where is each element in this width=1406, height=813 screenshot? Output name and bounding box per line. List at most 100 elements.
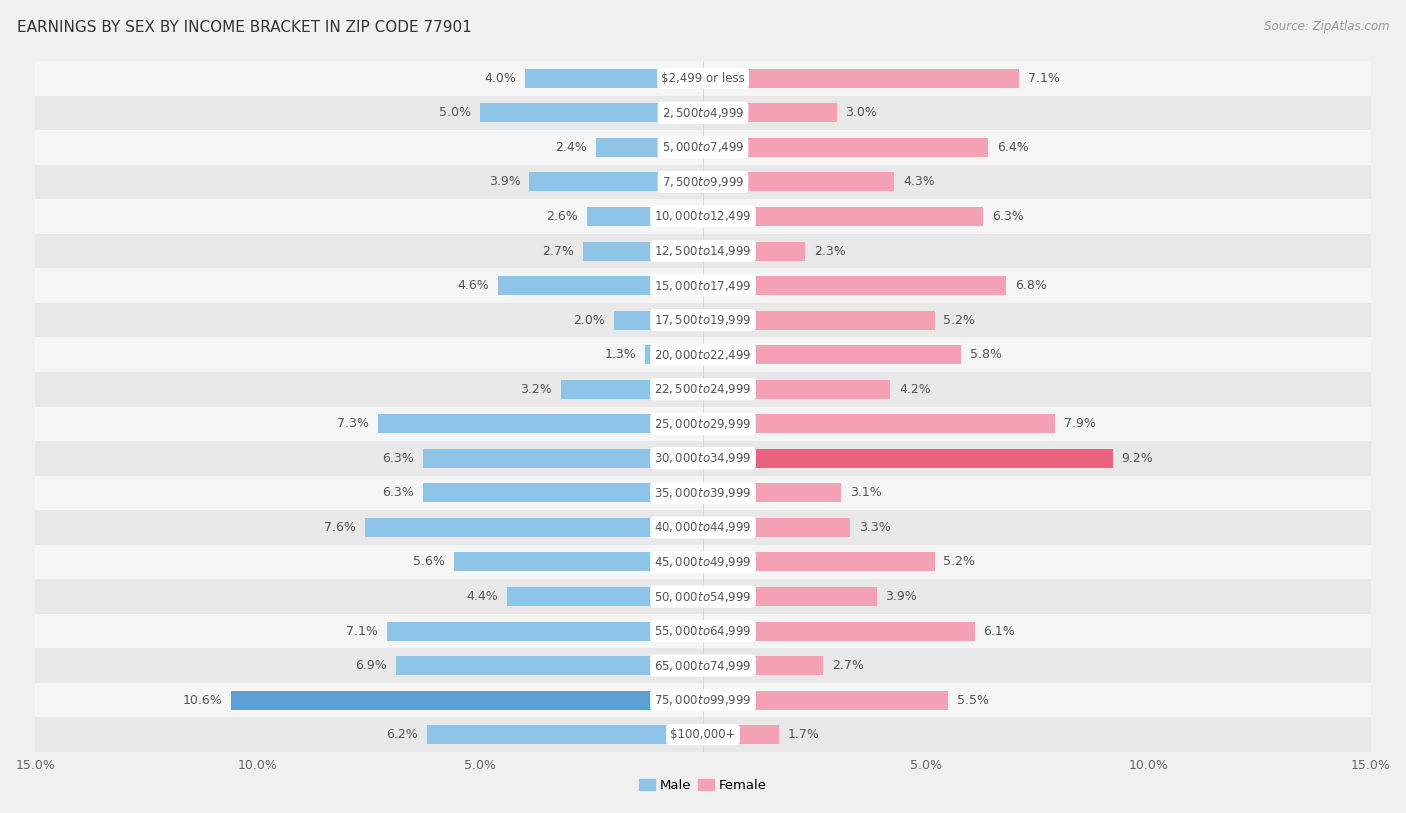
Text: 2.7%: 2.7% xyxy=(832,659,865,672)
Bar xyxy=(703,622,974,641)
Text: $75,000 to $99,999: $75,000 to $99,999 xyxy=(654,693,752,707)
Text: 7.1%: 7.1% xyxy=(1028,72,1060,85)
Bar xyxy=(703,69,1019,88)
Text: 5.8%: 5.8% xyxy=(970,348,1002,361)
Text: 6.3%: 6.3% xyxy=(382,486,413,499)
Bar xyxy=(703,241,806,260)
Bar xyxy=(35,614,1371,649)
Text: $2,500 to $4,999: $2,500 to $4,999 xyxy=(662,106,744,120)
Bar xyxy=(387,622,703,641)
Bar xyxy=(703,587,877,606)
Text: 7.9%: 7.9% xyxy=(1063,417,1095,430)
Bar xyxy=(524,69,703,88)
Text: 3.9%: 3.9% xyxy=(489,176,520,189)
Bar xyxy=(422,484,703,502)
Text: 5.0%: 5.0% xyxy=(440,107,471,120)
Text: $15,000 to $17,499: $15,000 to $17,499 xyxy=(654,279,752,293)
Bar xyxy=(35,441,1371,476)
Bar xyxy=(703,103,837,122)
Text: 2.0%: 2.0% xyxy=(574,314,605,327)
Text: 2.3%: 2.3% xyxy=(814,245,846,258)
Bar xyxy=(588,207,703,226)
Bar xyxy=(703,449,1112,467)
Bar xyxy=(35,545,1371,580)
Text: $22,500 to $24,999: $22,500 to $24,999 xyxy=(654,382,752,396)
Bar xyxy=(35,303,1371,337)
Text: $25,000 to $29,999: $25,000 to $29,999 xyxy=(654,417,752,431)
Text: EARNINGS BY SEX BY INCOME BRACKET IN ZIP CODE 77901: EARNINGS BY SEX BY INCOME BRACKET IN ZIP… xyxy=(17,20,471,35)
Bar xyxy=(422,449,703,467)
Text: 2.7%: 2.7% xyxy=(541,245,574,258)
Bar xyxy=(231,691,703,710)
Bar xyxy=(614,311,703,329)
Legend: Male, Female: Male, Female xyxy=(634,774,772,798)
Bar xyxy=(35,130,1371,164)
Text: 5.2%: 5.2% xyxy=(943,555,976,568)
Bar xyxy=(703,172,894,191)
Bar xyxy=(703,518,849,537)
Bar xyxy=(35,164,1371,199)
Text: 4.2%: 4.2% xyxy=(898,383,931,396)
Text: 4.6%: 4.6% xyxy=(457,279,489,292)
Text: $50,000 to $54,999: $50,000 to $54,999 xyxy=(654,589,752,603)
Text: $5,000 to $7,499: $5,000 to $7,499 xyxy=(662,141,744,154)
Bar xyxy=(35,372,1371,406)
Bar xyxy=(703,656,823,675)
Text: 1.3%: 1.3% xyxy=(605,348,636,361)
Text: 9.2%: 9.2% xyxy=(1122,452,1153,465)
Text: 2.6%: 2.6% xyxy=(547,210,578,223)
Text: 6.8%: 6.8% xyxy=(1015,279,1046,292)
Text: 7.6%: 7.6% xyxy=(323,521,356,534)
Text: 10.6%: 10.6% xyxy=(183,693,222,706)
Text: $2,499 or less: $2,499 or less xyxy=(661,72,745,85)
Text: 3.9%: 3.9% xyxy=(886,590,917,603)
Bar xyxy=(498,276,703,295)
Text: 4.0%: 4.0% xyxy=(484,72,516,85)
Text: 3.2%: 3.2% xyxy=(520,383,551,396)
Bar xyxy=(508,587,703,606)
Text: 7.3%: 7.3% xyxy=(337,417,368,430)
Bar xyxy=(35,96,1371,130)
Text: $30,000 to $34,999: $30,000 to $34,999 xyxy=(654,451,752,465)
Text: 4.3%: 4.3% xyxy=(903,176,935,189)
Bar xyxy=(427,725,703,744)
Bar xyxy=(35,337,1371,372)
Bar xyxy=(35,580,1371,614)
Text: $7,500 to $9,999: $7,500 to $9,999 xyxy=(662,175,744,189)
Text: $65,000 to $74,999: $65,000 to $74,999 xyxy=(654,659,752,672)
Text: $45,000 to $49,999: $45,000 to $49,999 xyxy=(654,555,752,569)
Bar xyxy=(703,725,779,744)
Text: 1.7%: 1.7% xyxy=(787,728,820,741)
Bar xyxy=(645,346,703,364)
Bar xyxy=(529,172,703,191)
Text: 6.2%: 6.2% xyxy=(387,728,418,741)
Bar xyxy=(703,207,983,226)
Text: Source: ZipAtlas.com: Source: ZipAtlas.com xyxy=(1264,20,1389,33)
Bar xyxy=(396,656,703,675)
Bar xyxy=(35,406,1371,441)
Bar xyxy=(35,234,1371,268)
Text: 6.4%: 6.4% xyxy=(997,141,1029,154)
Bar xyxy=(35,476,1371,511)
Bar xyxy=(35,199,1371,234)
Text: 6.3%: 6.3% xyxy=(382,452,413,465)
Text: $17,500 to $19,999: $17,500 to $19,999 xyxy=(654,313,752,327)
Text: $40,000 to $44,999: $40,000 to $44,999 xyxy=(654,520,752,534)
Bar xyxy=(582,241,703,260)
Text: 6.9%: 6.9% xyxy=(356,659,387,672)
Bar xyxy=(703,553,935,572)
Bar xyxy=(481,103,703,122)
Text: 6.3%: 6.3% xyxy=(993,210,1024,223)
Bar xyxy=(703,346,962,364)
Text: $10,000 to $12,499: $10,000 to $12,499 xyxy=(654,210,752,224)
Bar xyxy=(454,553,703,572)
Bar xyxy=(703,415,1054,433)
Text: 4.4%: 4.4% xyxy=(467,590,498,603)
Bar xyxy=(378,415,703,433)
Text: $20,000 to $22,499: $20,000 to $22,499 xyxy=(654,348,752,362)
Text: 3.1%: 3.1% xyxy=(849,486,882,499)
Bar xyxy=(364,518,703,537)
Text: 3.0%: 3.0% xyxy=(845,107,877,120)
Bar xyxy=(703,138,988,157)
Bar xyxy=(35,268,1371,303)
